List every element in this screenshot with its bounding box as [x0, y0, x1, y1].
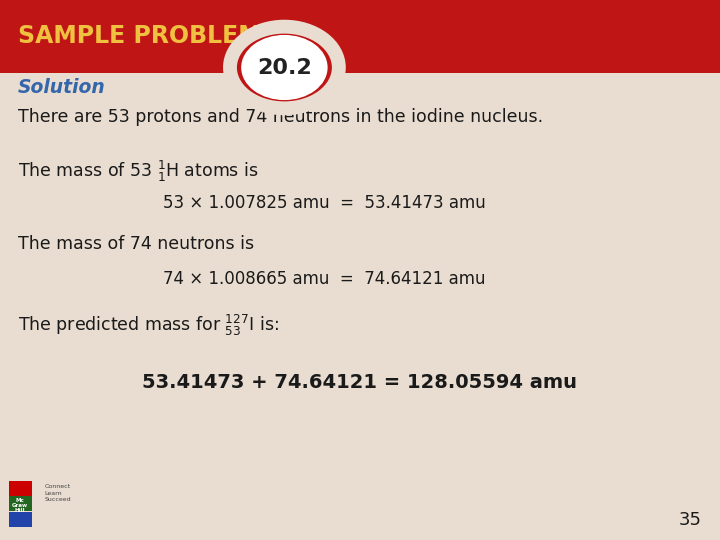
Text: 20.2: 20.2 [257, 57, 312, 78]
Text: There are 53 protons and 74 neutrons in the iodine nucleus.: There are 53 protons and 74 neutrons in … [18, 108, 543, 126]
Text: 74 × 1.008665 amu  =  74.64121 amu: 74 × 1.008665 amu = 74.64121 amu [163, 270, 485, 288]
Text: 53.41473 + 74.64121 = 128.05594 amu: 53.41473 + 74.64121 = 128.05594 amu [143, 373, 577, 392]
Circle shape [230, 26, 339, 109]
Circle shape [242, 36, 327, 99]
Text: The mass of 53 $\mathregular{^{1}_{1}}$H atoms is: The mass of 53 $\mathregular{^{1}_{1}}$H… [18, 159, 258, 184]
FancyBboxPatch shape [9, 496, 32, 511]
FancyBboxPatch shape [0, 0, 720, 73]
FancyBboxPatch shape [9, 481, 32, 496]
Text: Mc
Graw
Hill: Mc Graw Hill [12, 497, 28, 514]
Text: Solution: Solution [18, 78, 106, 97]
FancyBboxPatch shape [9, 511, 32, 526]
Text: 53 × 1.007825 amu  =  53.41473 amu: 53 × 1.007825 amu = 53.41473 amu [163, 194, 485, 212]
Text: SAMPLE PROBLEM: SAMPLE PROBLEM [18, 24, 261, 49]
Text: 35: 35 [679, 511, 702, 529]
Text: Connect
Learn
Succeed: Connect Learn Succeed [45, 484, 71, 502]
Text: The predicted mass for $\mathregular{^{127}_{53}}$I is:: The predicted mass for $\mathregular{^{1… [18, 313, 279, 338]
Text: The mass of 74 neutrons is: The mass of 74 neutrons is [18, 235, 254, 253]
